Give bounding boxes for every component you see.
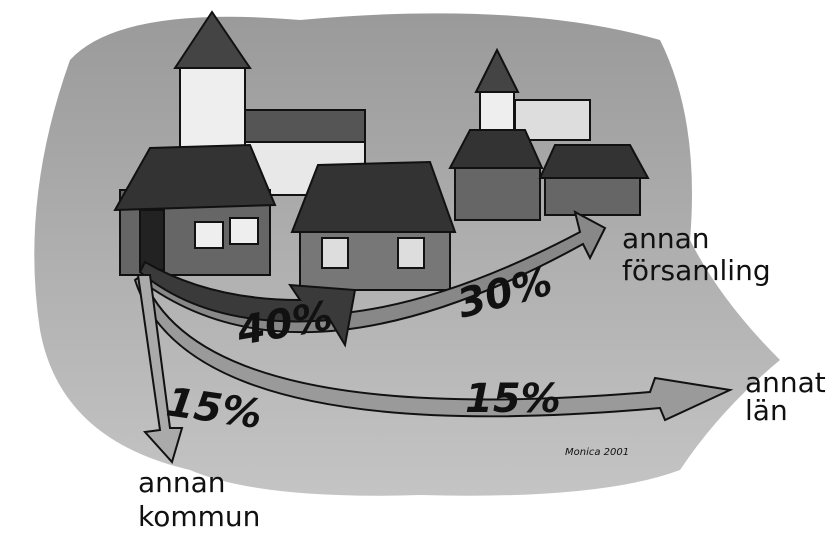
flow-share: 15% xyxy=(465,376,561,422)
destination-label: kommun xyxy=(138,500,260,533)
destination-label: län xyxy=(745,394,788,427)
arrow-local xyxy=(138,260,357,348)
signature: Monica 2001 xyxy=(565,447,629,458)
destination-label: församling xyxy=(622,254,771,287)
destination-label: annan xyxy=(622,222,710,255)
arrow-annan-kommun xyxy=(136,274,184,464)
arrow-annat-lan xyxy=(133,273,734,422)
destination-label: annan xyxy=(138,466,226,499)
houses xyxy=(113,10,650,291)
arrows xyxy=(133,210,734,464)
destination-label: annat xyxy=(745,366,826,399)
